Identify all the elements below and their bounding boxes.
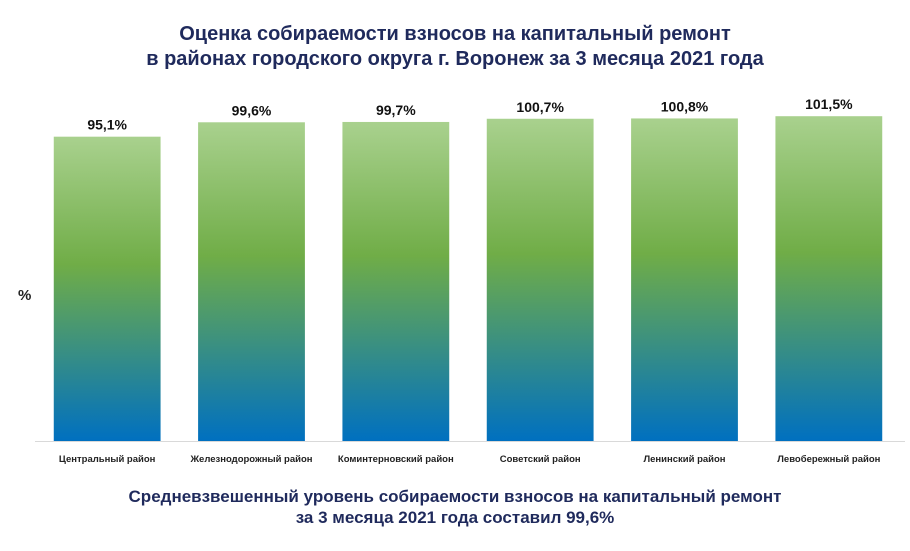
bar bbox=[775, 116, 883, 441]
data-label: 100,8% bbox=[661, 98, 709, 114]
data-label: 100,7% bbox=[516, 99, 564, 115]
chart-title-line-2: в районах городского округа г. Воронеж з… bbox=[146, 48, 764, 70]
data-label: 101,5% bbox=[805, 96, 853, 112]
bar bbox=[342, 121, 450, 442]
summary-line-2: за 3 месяца 2021 года составил 99,6% bbox=[295, 508, 615, 527]
bar bbox=[486, 118, 594, 441]
chart-title: Оценка собираемости взносов на капитальн… bbox=[0, 22, 910, 72]
x-tick-label: Коминтерновский район bbox=[338, 454, 454, 465]
x-tick-label: Левобережный район bbox=[777, 454, 880, 465]
x-tick-label: Железнодорожный район bbox=[189, 454, 312, 465]
data-label: 99,6% bbox=[232, 102, 272, 118]
chart-title-line-1: Оценка собираемости взносов на капитальн… bbox=[179, 23, 731, 45]
summary-line-1: Средневзвешенный уровень собираемости вз… bbox=[128, 487, 782, 506]
bar bbox=[198, 122, 305, 441]
x-tick-label: Ленинский район bbox=[643, 454, 725, 465]
bar bbox=[631, 118, 738, 441]
bar bbox=[53, 136, 161, 441]
x-tick-label: Центральный район bbox=[59, 454, 156, 465]
data-label: 95,1% bbox=[87, 117, 127, 133]
y-axis-label: % bbox=[18, 287, 32, 304]
x-tick-label: Советский район bbox=[500, 454, 581, 465]
data-label: 99,7% bbox=[376, 102, 416, 118]
summary-note: Средневзвешенный уровень собираемости вз… bbox=[0, 486, 910, 528]
